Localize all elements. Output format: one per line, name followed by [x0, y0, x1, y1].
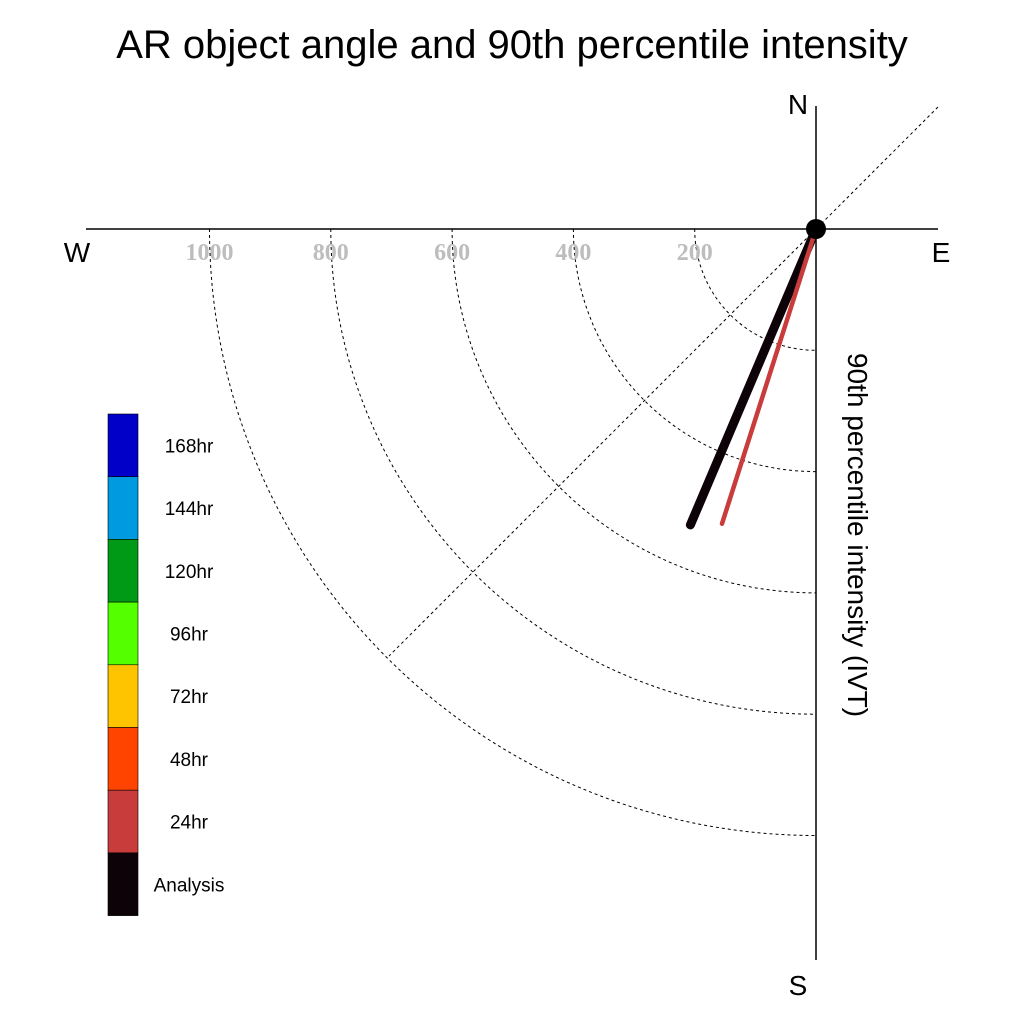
- radial-tick-labels: 200 400 600 800 1000: [186, 240, 713, 266]
- grid-arc-1000: [209, 228, 817, 836]
- y-axis-label: 90th percentile intensity (IVT): [842, 353, 873, 717]
- grid-arc-600: [451, 228, 817, 594]
- legend-label-72hr: 72hr: [170, 687, 209, 708]
- legend-label-144hr: 144hr: [165, 499, 214, 520]
- legend-label-48hr: 48hr: [170, 750, 209, 771]
- radial-tick-label-400: 400: [555, 240, 591, 266]
- legend-label-96hr: 96hr: [170, 624, 209, 645]
- polar-grid: [209, 106, 939, 836]
- chart-title: AR object angle and 90th percentile inte…: [116, 23, 908, 67]
- legend-label-24hr: 24hr: [170, 813, 209, 834]
- legend-swatch-96hr: [107, 601, 139, 666]
- origin-marker: [806, 219, 826, 239]
- legend-label-120hr: 120hr: [165, 562, 214, 583]
- radial-tick-label-1000: 1000: [186, 240, 234, 266]
- compass-east: E: [932, 237, 951, 268]
- legend: 168hr 144hr 120hr 96hr 72hr 48hr 24hr Analysis: [107, 413, 225, 916]
- vector-series: [685, 224, 821, 530]
- vector-24hr: [719, 226, 819, 526]
- compass-north: N: [788, 89, 808, 120]
- legend-swatch-120hr: [107, 539, 139, 603]
- radial-tick-label-600: 600: [434, 240, 470, 266]
- legend-label-168hr: 168hr: [165, 436, 214, 457]
- grid-arc-400: [572, 228, 817, 473]
- compass-west: W: [64, 237, 91, 268]
- radial-tick-label-800: 800: [313, 240, 349, 266]
- legend-swatch-analysis: [107, 852, 139, 916]
- legend-swatch-72hr: [107, 664, 139, 728]
- legend-swatch-48hr: [107, 727, 139, 791]
- grid-arc-800: [330, 228, 817, 715]
- legend-label-analysis: Analysis: [154, 875, 225, 896]
- vector-analysis: [685, 224, 821, 530]
- legend-swatch-24hr: [107, 789, 139, 854]
- compass-south: S: [789, 970, 808, 1001]
- legend-swatch-168hr: [107, 413, 139, 478]
- legend-swatch-144hr: [107, 476, 139, 540]
- radial-tick-label-200: 200: [677, 240, 713, 266]
- axes: [86, 106, 938, 960]
- grid-arc-200: [694, 228, 817, 351]
